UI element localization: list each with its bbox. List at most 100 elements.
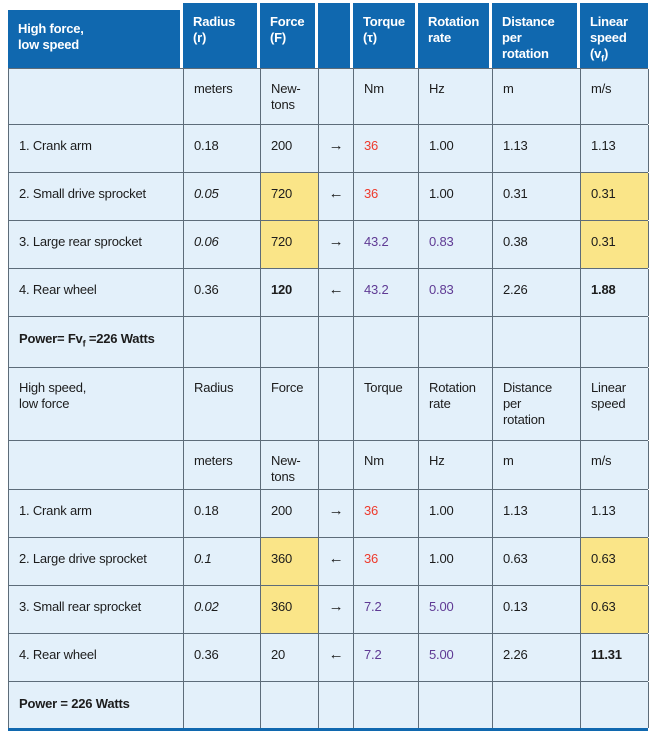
empty-cell [493,682,581,728]
value-cell: 0.05 [184,173,261,220]
table-row: Power = 226 Watts [8,681,649,728]
value-cell: 200 [261,490,319,537]
arrow-left-icon: ← [319,269,354,316]
row-label: 1. Crank arm [9,125,184,172]
value-cell: 1.00 [419,490,493,537]
value-cell: 0.31 [493,173,581,220]
table-header-row: High force, low speed Radius (r) Force (F)… [8,3,648,68]
value-cell: 20 [261,634,319,681]
table-row: 3. Small rear sprocket 0.02 360 → 7.2 5.00 0.1… [8,585,649,633]
column-header: Linear speed [581,368,649,440]
table-row: 4. Rear wheel 0.36 120 ← 43.2 0.83 2.26 1.88 [8,268,649,316]
unit-label: Nm [354,69,419,124]
column-header: Radius [184,368,261,440]
empty-cell [261,682,319,728]
table-row: 1. Crank arm 0.18 200 → 36 1.00 1.13 1.13 [8,489,649,537]
column-header [319,368,354,440]
value-cell: 0.36 [184,269,261,316]
column-header: Radius (r) [183,3,260,68]
arrow-right-icon: → [319,586,354,633]
value-cell: 36 [354,173,419,220]
table-row: Power= Fvf =226 Watts [8,316,649,367]
table-row: meters New- tons Nm Hz m m/s [8,440,649,489]
row-label: 2. Large drive sprocket [9,538,184,585]
unit-label [319,441,354,489]
value-cell: 11.31 [581,634,649,681]
value-cell: 0.18 [184,125,261,172]
unit-label [319,69,354,124]
empty-cell [319,682,354,728]
unit-label: meters [184,441,261,489]
value-cell: 720 [261,221,319,268]
value-cell: 120 [261,269,319,316]
unit-label [9,441,184,489]
unit-label: Hz [419,441,493,489]
value-cell: 0.83 [419,221,493,268]
value-cell: 0.06 [184,221,261,268]
value-cell: 1.13 [581,490,649,537]
value-cell: 200 [261,125,319,172]
value-cell: 36 [354,125,419,172]
power-summary: Power = 226 Watts [9,682,184,728]
value-cell: 1.00 [419,125,493,172]
value-cell: 1.88 [581,269,649,316]
column-header: Linear speed (vf) [580,3,648,68]
value-cell: 2.26 [493,634,581,681]
value-cell: 0.13 [493,586,581,633]
empty-cell [184,682,261,728]
arrow-right-icon: → [319,125,354,172]
unit-label: m [493,441,581,489]
column-header: Torque [354,368,419,440]
value-cell: 5.00 [419,634,493,681]
unit-label: m/s [581,69,649,124]
value-cell: 0.1 [184,538,261,585]
empty-cell [354,317,419,367]
table-header-row: High speed, low force Radius Force Torque Ro… [8,367,649,440]
value-cell: 1.13 [581,125,649,172]
table-row: meters New- tons Nm Hz m m/s [8,68,649,124]
power-summary: Power= Fvf =226 Watts [9,317,184,367]
section-title: High force, low speed [8,3,183,68]
value-cell: 0.83 [419,269,493,316]
arrow-left-icon: ← [319,173,354,220]
column-header: Rotation rate [418,3,492,68]
value-cell: 0.31 [581,173,649,220]
value-cell: 1.13 [493,125,581,172]
empty-cell [354,682,419,728]
row-label: 2. Small drive sprocket [9,173,184,220]
row-label: 3. Large rear sprocket [9,221,184,268]
table-row: 3. Large rear sprocket 0.06 720 → 43.2 0.83 0.… [8,220,649,268]
value-cell: 0.63 [581,538,649,585]
row-label: 4. Rear wheel [9,634,184,681]
arrow-left-icon: ← [319,538,354,585]
value-cell: 0.36 [184,634,261,681]
value-cell: 0.63 [493,538,581,585]
unit-label: New- tons [261,441,319,489]
value-cell: 1.13 [493,490,581,537]
column-header: Distance per rotation [492,3,580,68]
value-cell: 0.38 [493,221,581,268]
value-cell: 360 [261,538,319,585]
unit-label: m [493,69,581,124]
value-cell: 0.18 [184,490,261,537]
table-row: 4. Rear wheel 0.36 20 ← 7.2 5.00 2.26 11.31 [8,633,649,681]
empty-cell [581,317,649,367]
value-cell: 720 [261,173,319,220]
value-cell: 0.63 [581,586,649,633]
value-cell: 7.2 [354,634,419,681]
arrow-left-icon: ← [319,634,354,681]
column-header: Distance per rotation [493,368,581,440]
empty-cell [419,682,493,728]
section-title: High speed, low force [9,368,184,440]
value-cell: 43.2 [354,221,419,268]
row-label: 3. Small rear sprocket [9,586,184,633]
empty-cell [419,317,493,367]
column-header: Torque (τ) [353,3,418,68]
table-row: 1. Crank arm 0.18 200 → 36 1.00 1.13 1.13 [8,124,649,172]
value-cell: 1.00 [419,173,493,220]
gear-ratio-comparison-table: High force, low speed Radius (r) Force (F)… [8,3,649,731]
column-header [318,3,353,68]
empty-cell [581,682,649,728]
value-cell: 7.2 [354,586,419,633]
unit-label [9,69,184,124]
